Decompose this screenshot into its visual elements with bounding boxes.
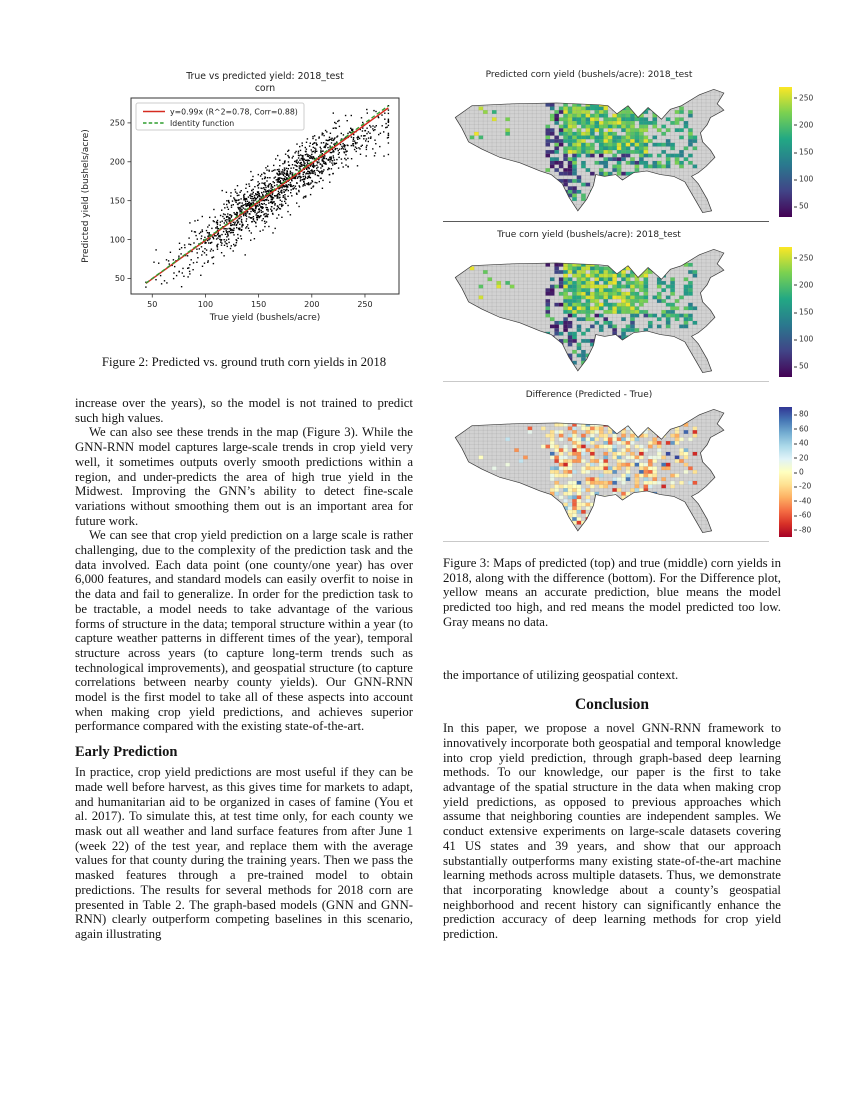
us-outline [454,88,725,214]
svg-text:True vs predicted yield: 2018_: True vs predicted yield: 2018_test [185,71,344,82]
svg-text:150: 150 [251,300,266,309]
section-heading-conclusion: Conclusion [574,696,650,714]
us-county-map-difference [454,408,725,534]
axis-spine [443,221,769,222]
paragraph: We can see that crop yield prediction on… [75,528,413,734]
right-column: Predicted corn yield (bushels/acre): 201… [443,62,813,942]
map-title-predicted: Predicted corn yield (bushels/acre): 201… [485,70,693,80]
map-title-difference: Difference (Predicted - True) [525,390,653,400]
svg-text:100: 100 [198,300,213,309]
axis-spine [443,381,769,382]
colorbar-tick-label: 150 [794,308,813,317]
colorbar-tick-label: 50 [794,362,809,371]
paragraph: the importance of utilizing geospatial c… [443,667,679,682]
colorbar-tick-label: 50 [794,202,809,211]
scatter-plot: True vs predicted yield: 2018_test corn … [75,68,413,345]
colorbar-tick-label: 200 [794,120,813,129]
colorbar-difference: 80 60 40 20 0 -20 -40 -60 -80 [779,407,811,537]
colorbar-tick-label: 40 [794,439,809,448]
colorbar-tick-label: 80 [794,410,809,419]
colorbar-gradient-viridis [779,247,792,377]
left-column: True vs predicted yield: 2018_test corn … [75,62,413,942]
colorbar-tick-label: -80 [794,525,811,534]
colorbar-tick-label: 0 [794,468,804,477]
scatter-points [145,105,390,288]
colorbar-predicted: 250 200 150 100 50 [779,87,813,217]
paragraph: In practice, crop yield predictions are … [75,765,413,941]
us-outline [454,408,725,534]
figure-2-caption: Figure 2: Predicted vs. ground truth cor… [101,355,387,369]
colorbar-tick-label: 250 [794,253,813,262]
x-axis-label: True yield (bushels/acre) [209,313,321,323]
svg-text:150: 150 [110,196,125,205]
svg-text:corn: corn [255,83,275,94]
paragraph: increase over the years), so the model i… [75,396,413,425]
colorbar-tick-label: -40 [794,496,811,505]
colorbar-gradient-viridis [779,87,792,217]
section-heading-early-prediction: Early Prediction [75,744,178,761]
paragraph: In this paper, we propose a novel GNN-RN… [443,721,781,942]
paragraph: We can also see these trends in the map … [75,425,413,528]
colorbar-ticks: 250 200 150 100 50 [794,87,824,217]
map-title-true: True corn yield (bushels/acre): 2018_tes… [497,230,681,240]
colorbar-tick-label: 200 [794,280,813,289]
svg-text:100: 100 [110,235,125,244]
svg-text:y=0.99x (R^2=0.78, Corr=0.88): y=0.99x (R^2=0.78, Corr=0.88) [170,107,298,116]
colorbar-tick-label: 150 [794,148,813,157]
us-outline [454,248,725,374]
figure-3-caption: Figure 3: Maps of predicted (top) and tr… [443,556,781,629]
colorbar-tick-label: 20 [794,453,809,462]
svg-text:250: 250 [357,300,372,309]
colorbar-true: 250 200 150 100 50 [779,247,813,377]
axis-spine [443,541,769,542]
colorbar-tick-label: 250 [794,93,813,102]
figure-3-map-true: True corn yield (bushels/acre): 2018_tes… [443,230,813,382]
us-county-map-true [454,248,725,374]
scatter-svg: True vs predicted yield: 2018_test corn … [81,71,400,323]
svg-text:50: 50 [147,300,157,309]
svg-text:Identity function: Identity function [170,119,234,128]
colorbar-ticks: 250 200 150 100 50 [794,247,824,377]
colorbar-tick-label: 100 [794,335,813,344]
svg-text:200: 200 [304,300,319,309]
us-county-map-predicted [454,88,725,214]
colorbar-tick-label: -60 [794,511,811,520]
colorbar-tick-label: 60 [794,424,809,433]
svg-text:200: 200 [110,158,125,167]
svg-text:250: 250 [110,119,125,128]
figure-2: True vs predicted yield: 2018_test corn … [75,68,413,370]
colorbar-tick-label: -20 [794,482,811,491]
figure-3-map-predicted: Predicted corn yield (bushels/acre): 201… [443,70,813,222]
y-axis-label: Predicted yield (bushels/acre) [81,129,91,263]
colorbar-gradient-rdylbu [779,407,792,537]
figure-3-map-difference: Difference (Predicted - True) 80 60 40 20 0 -… [443,390,811,542]
colorbar-ticks: 80 60 40 20 0 -20 -40 -60 -80 [794,407,824,537]
svg-text:50: 50 [115,274,125,283]
colorbar-tick-label: 100 [794,175,813,184]
